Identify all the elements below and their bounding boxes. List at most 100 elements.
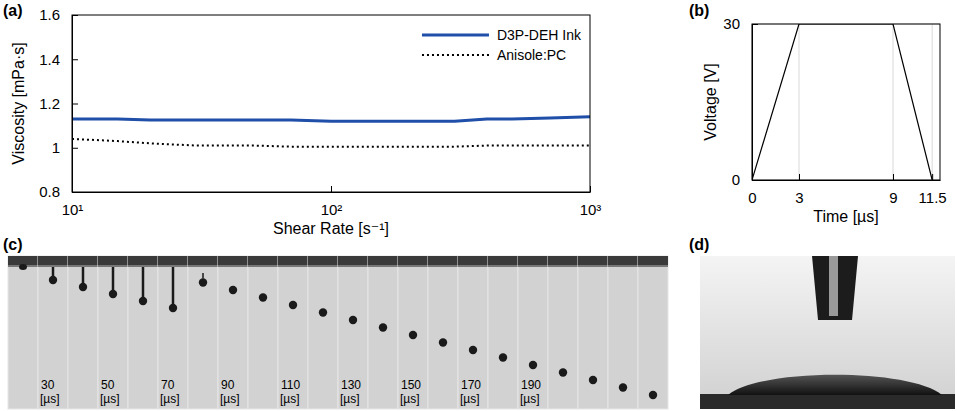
grid-line-x <box>893 24 894 180</box>
frame-background <box>548 256 578 409</box>
frame-background <box>338 256 368 409</box>
nozzle-plate <box>8 256 38 265</box>
frame-background <box>38 256 68 409</box>
frame-background <box>458 256 488 409</box>
x-tick-label: 10³ <box>580 201 602 218</box>
nozzle-edge <box>518 265 548 267</box>
nozzle-edge <box>488 265 518 267</box>
legend-label: Anisole:PC <box>497 47 566 63</box>
nozzle <box>812 256 858 320</box>
y-axis: 0.811.21.41.6 <box>39 6 78 200</box>
frame-unit: [µs] <box>220 392 240 406</box>
frame <box>68 256 98 409</box>
nozzle-plate <box>398 256 428 265</box>
y-tick-label: 1.6 <box>39 6 60 23</box>
x-axis: 03911.5 <box>748 174 946 206</box>
nozzle-highlight <box>829 256 838 316</box>
frame-background <box>308 256 338 409</box>
frame <box>248 256 278 409</box>
frame-background <box>398 256 428 409</box>
frame: 190[µs] <box>518 256 548 409</box>
x-tick-mark <box>590 186 591 192</box>
frame <box>368 256 398 409</box>
frame-background <box>248 256 278 409</box>
frame-label: 170 <box>461 378 481 392</box>
frame-background <box>368 256 398 409</box>
nozzle-edge <box>128 265 158 267</box>
nozzle-edge <box>638 265 668 267</box>
frame <box>308 256 338 409</box>
nozzle-plate <box>68 256 98 265</box>
frame-unit: [µs] <box>460 392 480 406</box>
y-tick-mark <box>72 15 78 16</box>
droplet <box>529 361 537 369</box>
frame: 110[µs] <box>278 256 308 409</box>
x-tick-label: 9 <box>889 189 897 206</box>
frame-label: 110 <box>281 378 300 392</box>
x-tick: 10³ <box>580 186 602 218</box>
y-tick: 30 <box>723 15 758 32</box>
nozzle-plate <box>638 256 668 265</box>
x-tick: 10² <box>321 186 343 218</box>
frame-background <box>428 256 458 409</box>
frame-background <box>158 256 188 409</box>
droplet <box>169 304 177 312</box>
nozzle-plate <box>188 256 218 265</box>
x-tick-label: 10² <box>321 201 343 218</box>
droplet <box>499 353 507 361</box>
y-tick-label: 0.8 <box>39 183 60 200</box>
y-tick: 0.8 <box>39 183 78 200</box>
photo <box>700 256 955 409</box>
nozzle-edge <box>248 265 278 267</box>
frame-unit: [µs] <box>160 392 180 406</box>
nozzle-edge <box>308 265 338 267</box>
plot-area <box>752 24 932 180</box>
x-tick-label: 10¹ <box>62 201 84 218</box>
y-tick-label: 0 <box>732 171 740 188</box>
ligament <box>202 273 204 279</box>
grid <box>752 24 940 180</box>
droplet <box>259 293 267 301</box>
nozzle-edge <box>188 265 218 267</box>
x-tick: 3 <box>795 174 803 206</box>
frame-unit: [µs] <box>520 392 540 406</box>
x-tick-mark <box>799 174 800 180</box>
series-line <box>72 117 590 121</box>
series-line <box>752 24 932 180</box>
legend-label: D3P-DEH Ink <box>497 27 582 43</box>
y-tick-mark <box>752 24 758 25</box>
x-tick-label: 11.5 <box>919 189 947 206</box>
droplet <box>469 346 477 354</box>
nozzle-edge <box>458 265 488 267</box>
nozzle-edge <box>98 265 128 267</box>
y-tick: 1.6 <box>39 6 78 23</box>
nozzle-plate <box>578 256 608 265</box>
ligament <box>172 267 175 308</box>
nozzle-plate <box>368 256 398 265</box>
frame: 50[µs] <box>98 256 128 409</box>
x-axis-line <box>73 192 591 193</box>
nozzle-edge <box>398 265 428 267</box>
frame-background <box>218 256 248 409</box>
frame-background <box>278 256 308 409</box>
frame-unit: [µs] <box>40 392 60 406</box>
nozzle-edge <box>338 265 368 267</box>
droplet <box>649 391 657 399</box>
frame-background <box>638 256 668 409</box>
droplet <box>559 368 567 376</box>
nozzle-edge <box>428 265 458 267</box>
droplet <box>439 338 447 346</box>
meniscus <box>19 264 27 270</box>
frame: 170[µs] <box>458 256 488 409</box>
y-tick-label: 1 <box>52 139 60 156</box>
y-tick: 0 <box>732 171 758 188</box>
panel-label: (b) <box>689 2 709 19</box>
frame-label: 30 <box>41 378 55 392</box>
frame: 70[µs] <box>158 256 188 409</box>
nozzle-edge <box>278 265 308 267</box>
frame: 130[µs] <box>338 256 368 409</box>
photo-background <box>700 256 955 409</box>
frame-unit: [µs] <box>100 392 120 406</box>
frame: 90[µs] <box>218 256 248 409</box>
series-line <box>72 139 590 147</box>
